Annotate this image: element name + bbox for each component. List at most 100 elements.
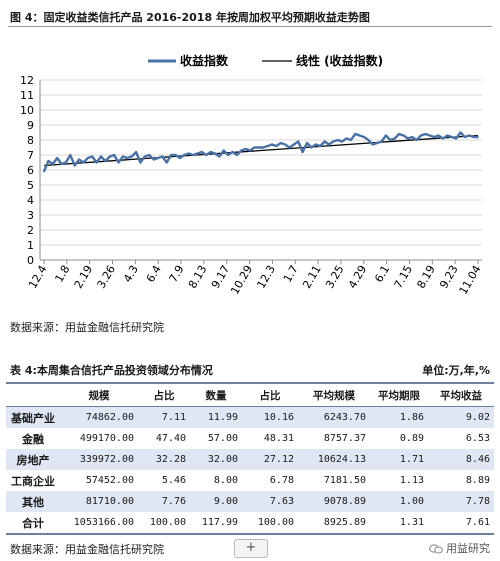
x-tick-label: 7.15 xyxy=(392,263,416,291)
data-point xyxy=(253,146,256,149)
x-tick-label: 6.4 xyxy=(144,263,164,285)
data-point xyxy=(345,137,348,140)
table-cell: 8.89 xyxy=(465,475,490,486)
data-point xyxy=(371,143,374,146)
table-cell: 11.99 xyxy=(190,406,242,428)
data-point xyxy=(117,161,120,164)
gridlines xyxy=(39,79,482,261)
table-cell: 7181.50 xyxy=(323,475,366,486)
table-cell: 1.71 xyxy=(370,449,428,470)
chart-frame: 收益指数 线性 (收益指数) 0 1 2 3 4 5 6 7 8 9 10 11 12 12.4 1.8 2… xyxy=(0,28,500,318)
x-tick-label: 11.04 xyxy=(457,263,484,297)
header-cell-avg-term: 平均期限 xyxy=(370,382,428,407)
y-tick-label: 6 xyxy=(27,164,34,177)
data-point xyxy=(398,133,400,135)
data-point xyxy=(130,155,133,158)
data-point xyxy=(393,137,396,140)
x-tick-label: 1.7 xyxy=(281,263,301,285)
data-point xyxy=(411,136,414,138)
data-point xyxy=(288,146,291,149)
x-tick-label: 8.13 xyxy=(186,263,210,291)
table-cell: 100.00 xyxy=(242,512,298,535)
header-cell-blank xyxy=(6,382,60,407)
table-cell: 100.00 xyxy=(138,512,190,535)
data-point xyxy=(139,161,142,164)
data-point xyxy=(51,163,54,165)
y-tick-label: 11 xyxy=(20,89,34,102)
table-cell: 7.61 xyxy=(428,512,494,535)
table-row: 工商企业 57452.00 5.46 8.00 6.78 7181.50 1.13 8.89 xyxy=(6,470,494,491)
data-point xyxy=(200,151,203,153)
table-source-note: 数据来源：用益金融信托研究院 xyxy=(10,543,164,556)
data-point xyxy=(310,146,313,149)
data-point xyxy=(183,154,186,156)
distribution-table: 规模 占比 数量 占比 平均规模 平均期限 平均收益 基础产业 74862.00 7… xyxy=(6,382,494,535)
data-point xyxy=(104,160,107,162)
table-cell: 7.78 xyxy=(428,491,494,512)
x-tick-label: 4.3 xyxy=(121,263,141,285)
x-tick-label: 10.29 xyxy=(228,263,255,297)
table-cell: 5.46 xyxy=(161,475,186,486)
x-tick-label: 9.23 xyxy=(437,263,461,291)
data-point xyxy=(314,143,317,146)
data-point xyxy=(73,164,76,167)
row-label: 房地产 xyxy=(6,449,60,470)
data-point xyxy=(354,133,357,135)
x-tick-label: 12.4 xyxy=(26,263,50,291)
data-point xyxy=(349,139,352,141)
chart-source-note: 数据来源：用益金融信托研究院 xyxy=(10,321,164,334)
table-cell: 9078.89 xyxy=(298,491,370,512)
data-point xyxy=(428,134,431,137)
data-point xyxy=(301,151,304,153)
data-point xyxy=(122,155,124,158)
figure-title: 图 4：固定收益类信托产品 2016-2018 年按周加权平均预期收益走势图 xyxy=(10,11,370,24)
data-point xyxy=(196,152,199,155)
table-cell: 74862.00 xyxy=(60,406,138,428)
table-cell: 6.78 xyxy=(269,475,294,486)
x-tick-label: 9.17 xyxy=(209,263,233,291)
data-point xyxy=(235,154,238,156)
add-button[interactable]: + xyxy=(234,539,268,558)
data-point xyxy=(135,151,137,153)
data-point xyxy=(332,140,335,143)
header-cell-avg-yield: 平均收益 xyxy=(428,382,494,407)
data-point xyxy=(341,140,344,143)
data-point xyxy=(275,145,278,147)
legend-label-trend: 线性 (收益指数) xyxy=(296,53,383,68)
data-point xyxy=(323,140,326,143)
data-point xyxy=(108,155,111,158)
data-point xyxy=(249,149,251,152)
data-point xyxy=(65,161,67,164)
table-row: 金融 499170.00 47.40 57.00 48.31 8757.37 0.89 6.5… xyxy=(6,428,494,449)
title-rule xyxy=(8,26,492,27)
data-point xyxy=(113,154,116,156)
table-cell: 48.31 xyxy=(263,433,294,444)
data-point xyxy=(415,139,418,141)
table-cell: 47.40 xyxy=(155,433,186,444)
x-tick-label: 2.19 xyxy=(72,263,96,291)
table-cell: 7.76 xyxy=(138,491,190,512)
data-point xyxy=(82,161,85,164)
data-point xyxy=(222,149,225,152)
header-cell-share: 占比 xyxy=(138,382,190,407)
data-point xyxy=(477,136,479,138)
data-point xyxy=(95,161,98,164)
data-point xyxy=(240,149,243,152)
x-tick-label: 1.8 xyxy=(52,263,72,285)
data-point xyxy=(152,158,155,161)
data-point xyxy=(292,143,295,146)
table-cell: 1.31 xyxy=(370,512,428,535)
data-point xyxy=(244,148,247,150)
data-point xyxy=(450,136,453,138)
data-point xyxy=(266,145,269,147)
table-cell: 8.00 xyxy=(213,475,238,486)
table-cell: 1.13 xyxy=(399,475,424,486)
data-point xyxy=(420,134,422,137)
data-point xyxy=(376,142,379,144)
data-point xyxy=(227,154,230,156)
table-cell: 1.00 xyxy=(370,491,428,512)
table-cell: 7.63 xyxy=(242,491,298,512)
data-point xyxy=(336,139,339,141)
